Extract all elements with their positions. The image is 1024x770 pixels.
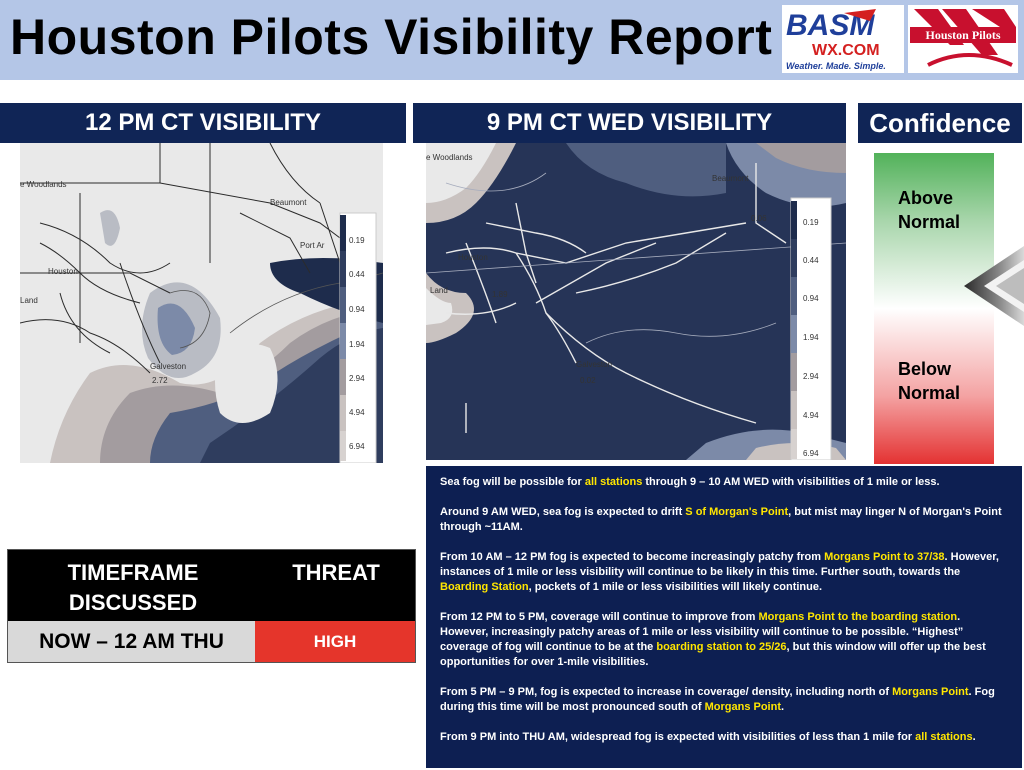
confidence-above-label: Above Normal: [898, 188, 961, 232]
legend-value: 2.94: [349, 374, 365, 383]
map-label-land: Land: [430, 286, 448, 295]
center-map-legend: 0.19 0.44 0.94 1.94 2.94 4.94 6.94: [790, 197, 832, 460]
discussion-paragraph: Around 9 AM WED, sea fog is expected to …: [440, 506, 1002, 533]
threat-table: TIMEFRAME DISCUSSED THREAT NOW – 12 AM T…: [7, 549, 416, 663]
discussion-paragraph: From 9 PM into THU AM, widespread fog is…: [440, 731, 976, 743]
legend-value: 0.94: [349, 305, 365, 314]
timeframe-cell: NOW – 12 AM THU: [8, 621, 255, 662]
legend-value: 0.19: [349, 236, 365, 245]
legend-value: 0.44: [349, 270, 365, 279]
legend-value: 6.94: [349, 442, 365, 451]
discussion-paragraph: Sea fog will be possible for all station…: [440, 476, 940, 488]
left-map-title: 12 PM CT VISIBILITY: [0, 103, 406, 143]
map-label-value: 2.72: [152, 376, 168, 385]
threat-level-cell: HIGH: [255, 621, 415, 662]
basm-logo-domain: WX.COM: [812, 42, 880, 59]
left-visibility-map: e Woodlands Beaumont Port Ar Houston Lan…: [20, 143, 383, 463]
map-label-galveston: Galveston: [150, 362, 186, 371]
legend-value: 4.94: [803, 411, 819, 420]
threat-table-header: TIMEFRAME DISCUSSED THREAT: [8, 550, 415, 621]
legend-value: 0.44: [803, 256, 819, 265]
confidence-title: Confidence: [858, 103, 1022, 143]
map-label-port-arthur: Port Ar: [300, 241, 325, 250]
map-label-value: 0.02: [580, 376, 596, 385]
map-label-beaumont: Beaumont: [712, 174, 749, 183]
timeframe-column-header: TIMEFRAME DISCUSSED: [67, 560, 199, 615]
basm-logo: BASM WX.COM Weather. Made. Simple.: [782, 5, 904, 73]
center-map-title: 9 PM CT WED VISIBILITY: [413, 103, 846, 143]
legend-value: 2.94: [803, 372, 819, 381]
map-label-houston: Houston: [48, 267, 78, 276]
left-map-legend: 0.19 0.44 0.94 1.94 2.94 4.94 6.94: [339, 212, 377, 463]
map-label-houston: Houston: [458, 253, 488, 262]
discussion-paragraph: From 12 PM to 5 PM, coverage will contin…: [440, 611, 986, 668]
map-label-value: 0.06: [751, 214, 767, 223]
map-label-woodlands: e Woodlands: [426, 153, 473, 162]
map-label-value: 1.89: [492, 290, 508, 299]
map-label-woodlands: e Woodlands: [20, 180, 67, 189]
houston-pilots-logo: Houston Pilots: [908, 5, 1018, 73]
legend-value: 1.94: [349, 340, 365, 349]
legend-value: 6.94: [803, 449, 819, 458]
basm-logo-tagline: Weather. Made. Simple.: [786, 61, 886, 71]
discussion-paragraph: From 5 PM – 9 PM, fog is expected to inc…: [440, 686, 995, 713]
legend-value: 4.94: [349, 408, 365, 417]
discussion-paragraph: From 10 AM – 12 PM fog is expected to be…: [440, 551, 999, 593]
legend-value: 1.94: [803, 333, 819, 342]
page-title: Houston Pilots Visibility Report: [10, 9, 773, 65]
confidence-gradient-bar: [874, 153, 994, 464]
map-label-land: Land: [20, 296, 38, 305]
map-label-galveston: Galveston: [576, 360, 612, 369]
confidence-below-label: Below Normal: [898, 359, 961, 403]
threat-column-header: THREAT: [292, 560, 380, 585]
confidence-pointer-icon: [964, 246, 1024, 326]
table-row: NOW – 12 AM THU HIGH: [8, 621, 415, 662]
center-visibility-map: e Woodlands Beaumont 0.06 Houston Land 1…: [426, 143, 846, 460]
map-label-beaumont: Beaumont: [270, 198, 307, 207]
legend-value: 0.94: [803, 294, 819, 303]
houston-pilots-logo-text: Houston Pilots: [925, 28, 1000, 42]
legend-value: 0.19: [803, 218, 819, 227]
forecast-discussion: Sea fog will be possible for all station…: [426, 466, 1022, 768]
